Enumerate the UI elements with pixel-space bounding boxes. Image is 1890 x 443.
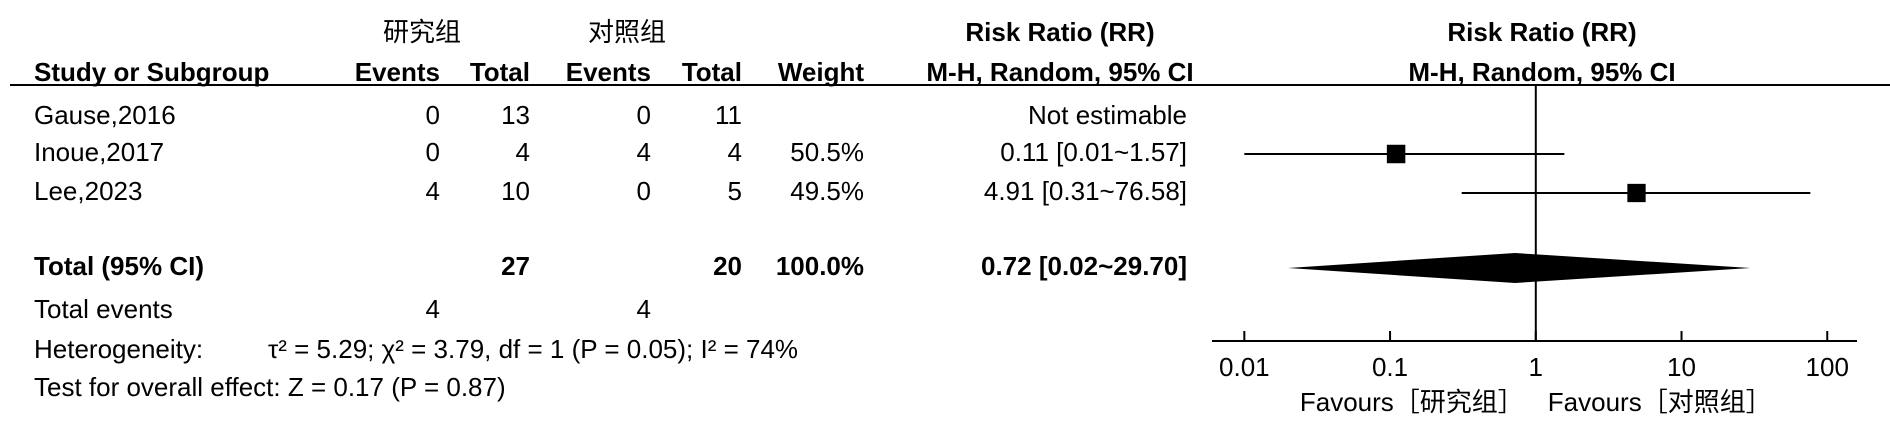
x-tick-label: 100 bbox=[1806, 352, 1849, 382]
heterogeneity: τ² = 5.29; χ² = 3.79, df = 1 (P = 0.05);… bbox=[268, 334, 798, 364]
column-header: Events bbox=[355, 57, 440, 87]
weight: 50.5% bbox=[790, 137, 864, 167]
total-label: Total (95% CI) bbox=[34, 251, 204, 281]
cell-total2: 5 bbox=[728, 176, 742, 206]
overall-effect: Test for overall effect: Z = 0.17 (P = 0… bbox=[34, 372, 506, 402]
column-header: Weight bbox=[778, 57, 865, 87]
effect-estimate: 4.91 [0.31~76.58] bbox=[984, 176, 1187, 206]
cell-total1: 27 bbox=[501, 251, 530, 281]
x-tick-label: 0.01 bbox=[1219, 352, 1270, 382]
x-tick-label: 10 bbox=[1667, 352, 1696, 382]
cell-events2: 0 bbox=[637, 100, 651, 130]
study-name: Gause,2016 bbox=[34, 100, 176, 130]
cell-events1: 0 bbox=[426, 100, 440, 130]
column-header: Study or Subgroup bbox=[34, 57, 269, 87]
plot-subtitle: M-H, Random, 95% CI bbox=[1408, 57, 1675, 87]
column-header: Events bbox=[566, 57, 651, 87]
point-estimate bbox=[1627, 183, 1646, 203]
cell-total1: 4 bbox=[516, 137, 530, 167]
total-events: 4 bbox=[426, 294, 440, 324]
effect-estimate: 0.11 [0.01~1.57] bbox=[1000, 137, 1187, 167]
group-label: 研究组 bbox=[383, 17, 461, 47]
cell-total1: 13 bbox=[501, 100, 530, 130]
plot-title: Risk Ratio (RR) bbox=[1447, 17, 1636, 47]
weight: 100.0% bbox=[776, 251, 864, 281]
cell-events1: 4 bbox=[426, 176, 440, 206]
cell-total2: 20 bbox=[713, 251, 742, 281]
point-estimate bbox=[1386, 144, 1406, 164]
cell-total2: 4 bbox=[728, 137, 742, 167]
study-name: Inoue,2017 bbox=[34, 137, 164, 167]
effect-title: Risk Ratio (RR) bbox=[965, 17, 1154, 47]
effect-estimate: Not estimable bbox=[1028, 100, 1187, 130]
cell-total2: 11 bbox=[715, 100, 742, 130]
total-events-label: Total events bbox=[34, 294, 173, 324]
x-tick-label: 0.1 bbox=[1372, 352, 1408, 382]
column-header: Total bbox=[682, 57, 742, 87]
x-tick-label: 1 bbox=[1529, 352, 1543, 382]
cell-events2: 4 bbox=[637, 137, 651, 167]
weight: 49.5% bbox=[790, 176, 864, 206]
group-label: 对照组 bbox=[588, 17, 666, 47]
heterogeneity-label: Heterogeneity: bbox=[34, 334, 203, 364]
cell-total1: 10 bbox=[501, 176, 530, 206]
effect-estimate: 0.72 [0.02~29.70] bbox=[981, 251, 1187, 281]
favours-right: Favours［对照组］ bbox=[1548, 387, 1772, 417]
total-events: 4 bbox=[637, 294, 651, 324]
cell-events2: 0 bbox=[637, 176, 651, 206]
study-name: Lee,2023 bbox=[34, 176, 142, 206]
favours-left: Favours［研究组］ bbox=[1300, 387, 1524, 417]
effect-subtitle: M-H, Random, 95% CI bbox=[926, 57, 1193, 87]
summary-diamond bbox=[1288, 253, 1751, 283]
column-header: Total bbox=[470, 57, 530, 87]
cell-events1: 0 bbox=[426, 137, 440, 167]
